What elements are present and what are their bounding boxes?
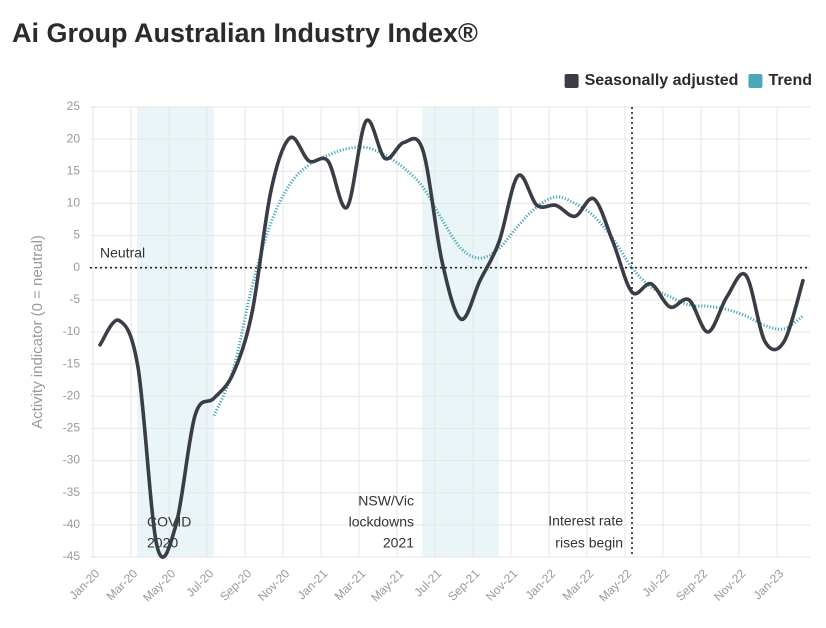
x-tick-label: May-21 [368,566,406,604]
x-tick-label: Jan-21 [295,566,331,602]
y-tick-label: -20 [63,388,81,402]
y-tick-label: 20 [67,131,81,145]
region-label: NSW/Vic [358,493,414,509]
y-tick-label: -25 [63,421,81,435]
series-line [212,145,804,417]
x-tick-label: May-22 [596,566,634,604]
legend-label: Seasonally adjusted [585,72,739,89]
region-label: lockdowns [349,514,414,530]
y-tick-label: -5 [69,292,80,306]
x-tick-label: Sep-21 [445,566,482,603]
x-tick-label: Mar-20 [104,566,141,603]
y-tick-label: 25 [67,99,81,113]
y-tick-label: -40 [63,517,81,531]
x-tick-label: Nov-22 [711,566,748,603]
marker-label: Interest rate [548,513,623,529]
x-tick-label: Sep-22 [673,566,710,603]
y-axis-label: Activity indicator (0 = neutral) [29,235,46,429]
y-tick-label: 15 [67,163,81,177]
region-label: 2021 [383,535,414,551]
x-tick-label: Nov-20 [255,566,292,603]
x-tick-label: Nov-21 [483,566,520,603]
y-tick-label: -10 [63,324,81,338]
x-tick-label: Jul-22 [639,566,672,599]
x-tick-label: Jan-23 [751,566,787,602]
y-tick-label: 10 [67,196,81,210]
chart-title: Ai Group Australian Industry Index® [12,18,478,48]
x-tick-label: Jul-21 [411,566,444,599]
y-tick-label: -15 [63,356,81,370]
x-tick-label: Jul-20 [183,566,216,599]
x-tick-label: Mar-22 [560,566,597,603]
x-tick-label: Jan-22 [523,566,559,602]
y-tick-label: -35 [63,485,81,499]
legend-swatch [564,74,579,88]
marker-label: rises begin [555,535,623,551]
y-tick-label: -30 [63,453,81,467]
legend-label: Trend [768,72,812,89]
x-tick-label: Sep-20 [217,566,254,603]
y-tick-label: 0 [73,260,80,274]
y-tick-label: 5 [73,228,80,242]
x-tick-label: Jan-20 [67,566,103,602]
legend-swatch [748,74,763,88]
region-label: COVID [147,514,191,530]
x-tick-label: May-20 [140,566,178,604]
neutral-label: Neutral [100,244,145,260]
x-tick-label: Mar-21 [332,566,369,603]
series-line [98,118,805,559]
y-tick-label: -45 [63,549,81,563]
